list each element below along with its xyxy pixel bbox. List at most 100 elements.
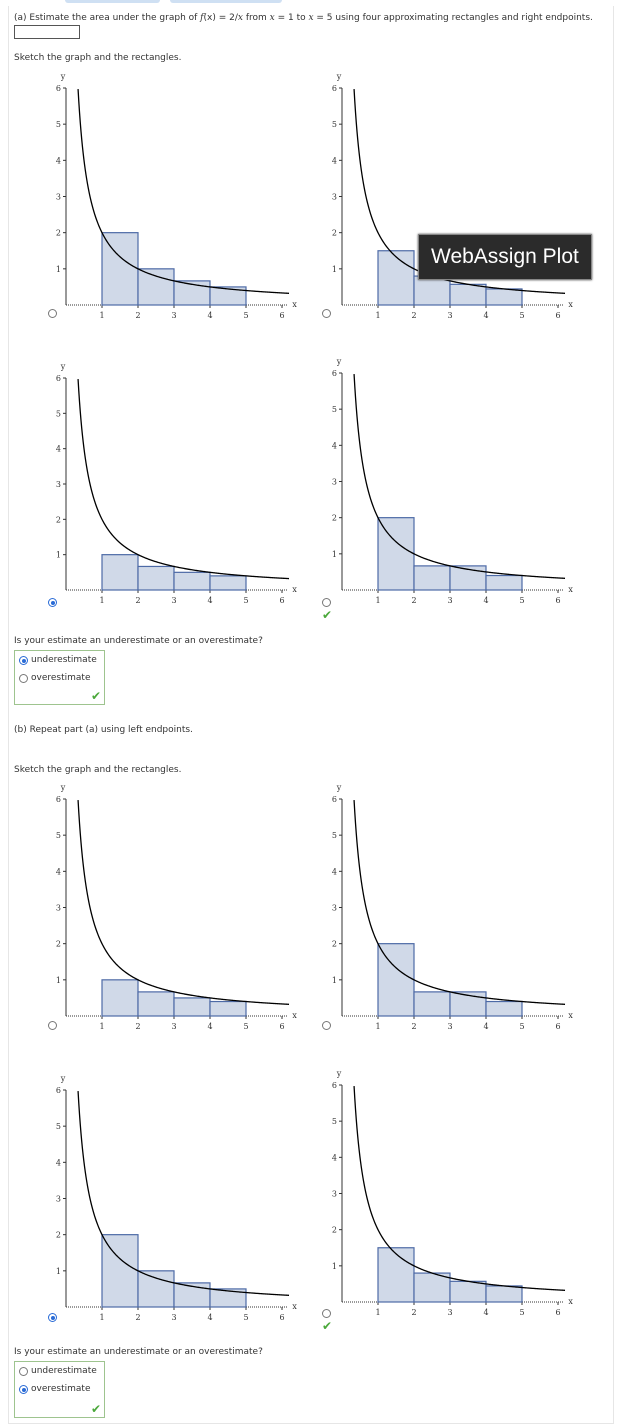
x-tick-label: 2 (135, 1022, 140, 1031)
y-tick-label: 2 (332, 1226, 337, 1235)
x-tick-label: 1 (99, 1022, 104, 1031)
riemann-rectangle (173, 571, 211, 591)
part-a-overestimate-radio[interactable] (19, 674, 28, 683)
x-tick-label: 6 (555, 1022, 560, 1031)
x-tick-label: 5 (243, 311, 248, 320)
part-b-sketch-instruction: Sketch the graph and the rectangles. (14, 765, 182, 775)
tab-indicator (170, 0, 282, 3)
x-tick-label: 3 (171, 1022, 176, 1031)
y-axis-label: y (336, 357, 342, 366)
y-tick-label: 1 (332, 1262, 337, 1271)
riemann-rectangle (137, 1270, 175, 1308)
part-b-estimate-question: Is your estimate an underestimate or an … (14, 1347, 263, 1357)
riemann-rectangle (413, 991, 451, 1017)
area-plot-a3[interactable]: y x 1 2 3 4 5 6 1 2 3 4 5 6 (46, 358, 306, 618)
x-tick-label: 6 (279, 311, 284, 320)
y-tick-label: 3 (56, 480, 61, 489)
area-plot-a4[interactable]: y x 1 2 3 4 5 6 1 2 3 4 5 6 (322, 353, 582, 613)
y-tick-label: 1 (56, 265, 61, 274)
y-tick-label: 2 (332, 229, 337, 238)
area-plot-a2[interactable]: y x 1 2 3 4 5 6 1 2 3 4 5 6 (322, 68, 582, 328)
part-b-underestimate-label: underestimate (31, 1366, 97, 1376)
y-tick-label: 2 (332, 514, 337, 523)
area-estimate-input[interactable] (14, 25, 80, 39)
y-tick-label: 3 (332, 478, 337, 487)
x-tick-label: 2 (411, 1308, 416, 1317)
y-tick-label: 5 (332, 1117, 337, 1126)
x-tick-label: 5 (519, 311, 524, 320)
y-tick-label: 5 (56, 409, 61, 418)
y-tick-label: 3 (56, 1195, 61, 1204)
correct-check-icon: ✔ (322, 608, 333, 622)
area-plot-b1[interactable]: y x 1 2 3 4 5 6 1 2 3 4 5 6 (46, 779, 306, 1039)
x-tick-label: 5 (519, 1022, 524, 1031)
y-tick-label: 5 (56, 120, 61, 129)
function-curve (353, 374, 566, 579)
plot-select-radio-a3[interactable] (48, 598, 57, 607)
y-tick-label: 4 (56, 867, 61, 876)
x-tick-label: 4 (207, 1313, 212, 1322)
x-tick-label: 1 (99, 311, 104, 320)
y-tick-label: 2 (332, 940, 337, 949)
plot-select-radio-b2[interactable] (322, 1021, 331, 1030)
x-axis-label: x (568, 585, 573, 594)
riemann-rectangle (485, 574, 523, 591)
function-curve (353, 800, 566, 1005)
riemann-rectangle (209, 1000, 247, 1017)
part-a-underestimate-radio[interactable] (19, 656, 28, 665)
riemann-rectangle (101, 1234, 139, 1308)
part-b-underestimate-radio[interactable] (19, 1367, 28, 1376)
riemann-rectangle (173, 997, 211, 1017)
plot-select-radio-b4[interactable] (322, 1309, 331, 1318)
y-tick-label: 3 (56, 904, 61, 913)
area-plot-b2[interactable]: y x 1 2 3 4 5 6 1 2 3 4 5 6 (322, 779, 582, 1039)
riemann-rectangle (377, 1247, 415, 1303)
x-tick-label: 3 (447, 1308, 452, 1317)
y-tick-label: 1 (332, 976, 337, 985)
x-tick-label: 3 (171, 596, 176, 605)
riemann-rectangle (377, 517, 415, 591)
plot-select-radio-a2[interactable] (322, 309, 331, 318)
plot-select-radio-a1[interactable] (48, 309, 57, 318)
y-axis-label: y (336, 783, 342, 792)
y-tick-label: 3 (332, 193, 337, 202)
x-tick-label: 3 (447, 311, 452, 320)
riemann-rectangle (209, 1288, 247, 1308)
y-axis-label: y (60, 783, 66, 792)
part-b-overestimate-radio[interactable] (19, 1385, 28, 1394)
x-tick-label: 1 (99, 596, 104, 605)
x-tick-label: 4 (207, 596, 212, 605)
plot-select-radio-b1[interactable] (48, 1021, 57, 1030)
y-tick-label: 6 (332, 84, 337, 93)
x-tick-label: 4 (483, 311, 488, 320)
y-tick-label: 6 (56, 374, 61, 383)
riemann-rectangle (485, 1000, 523, 1017)
x-axis-label: x (568, 300, 573, 309)
y-axis-label: y (60, 72, 66, 81)
y-tick-label: 6 (56, 795, 61, 804)
y-tick-label: 3 (332, 1190, 337, 1199)
y-tick-label: 4 (56, 445, 61, 454)
question-frame (8, 6, 614, 1424)
x-tick-label: 3 (447, 1022, 452, 1031)
x-tick-label: 6 (555, 596, 560, 605)
y-tick-label: 1 (56, 976, 61, 985)
area-plot-a1[interactable]: y x 1 2 3 4 5 6 1 2 3 4 5 6 (46, 68, 306, 328)
riemann-rectangle (209, 575, 247, 591)
x-tick-label: 2 (411, 1022, 416, 1031)
y-tick-label: 6 (56, 84, 61, 93)
y-tick-label: 5 (332, 405, 337, 414)
plot-select-radio-a4[interactable] (322, 598, 331, 607)
x-tick-label: 4 (207, 1022, 212, 1031)
x-tick-label: 5 (519, 596, 524, 605)
area-plot-b4[interactable]: y x 1 2 3 4 5 6 1 2 3 4 5 6 (322, 1065, 582, 1325)
plot-select-radio-b3[interactable] (48, 1313, 57, 1322)
y-tick-label: 4 (56, 156, 61, 165)
part-a-overestimate-label: overestimate (31, 673, 91, 683)
area-plot-b3[interactable]: y x 1 2 3 4 5 6 1 2 3 4 5 6 (46, 1070, 306, 1330)
y-tick-label: 2 (56, 515, 61, 524)
y-tick-label: 3 (56, 193, 61, 202)
y-tick-label: 1 (56, 1267, 61, 1276)
y-tick-label: 3 (332, 904, 337, 913)
y-tick-label: 4 (332, 441, 337, 450)
